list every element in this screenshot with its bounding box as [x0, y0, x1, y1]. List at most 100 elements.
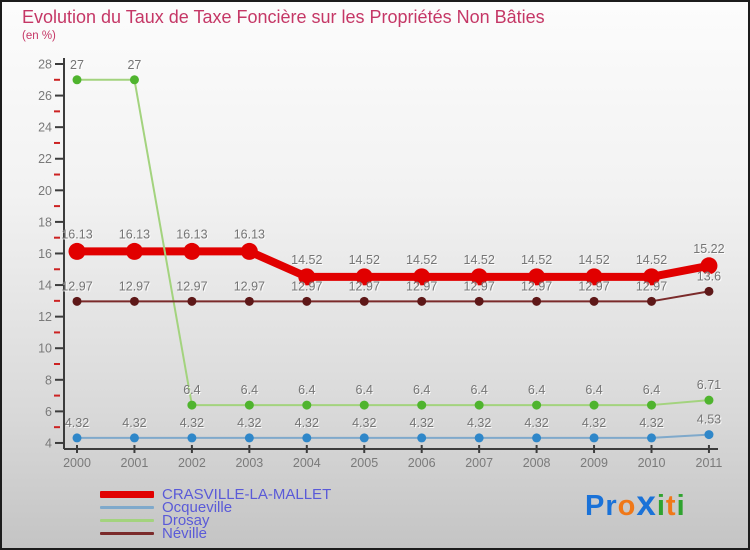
point-value-label: 14.52	[406, 253, 437, 267]
point-value-label: 6.4	[356, 383, 373, 397]
point-value-label: 16.13	[234, 227, 265, 241]
point-value-label: 12.97	[61, 279, 92, 293]
point-value-label: 12.97	[406, 279, 437, 293]
data-point	[129, 433, 139, 443]
legend-swatch	[100, 519, 154, 522]
point-value-label: 4.32	[237, 416, 261, 430]
point-value-label: 12.97	[636, 279, 667, 293]
data-point	[643, 268, 660, 286]
data-point	[68, 242, 86, 260]
data-point	[474, 296, 484, 306]
data-point	[183, 242, 201, 260]
x-tick-label: 2002	[178, 456, 206, 470]
point-value-label: 6.4	[183, 383, 200, 397]
logo-letter: i	[676, 490, 686, 522]
point-value-label: 27	[70, 58, 84, 72]
point-value-label: 12.97	[521, 279, 552, 293]
data-point	[302, 400, 312, 410]
point-value-label: 6.4	[470, 383, 487, 397]
point-value-label: 15.22	[693, 242, 724, 256]
data-point	[359, 296, 369, 306]
point-value-label: 4.53	[697, 413, 721, 427]
data-point	[589, 433, 599, 443]
y-tick-label: 4	[45, 436, 52, 450]
chart-legend: CRASVILLE-LA-MALLET Ocqueville Drosay Névil…	[100, 487, 331, 541]
x-tick-label: 2008	[523, 456, 551, 470]
data-point	[704, 286, 714, 296]
point-value-label: 14.52	[291, 253, 322, 267]
data-point	[470, 268, 488, 286]
data-point	[244, 296, 254, 306]
y-tick-label: 22	[38, 152, 52, 166]
point-value-label: 14.52	[349, 253, 380, 267]
data-point	[704, 395, 714, 405]
logo-letter: o	[617, 490, 637, 522]
legend-item-crasville-la-mallet: CRASVILLE-LA-MALLET	[100, 487, 331, 502]
data-point	[240, 242, 258, 260]
x-tick-label: 2004	[293, 456, 321, 470]
legend-label: Drosay	[162, 512, 210, 529]
data-point	[187, 400, 197, 410]
series-line-néville	[76, 290, 710, 303]
point-value-label: 16.13	[119, 227, 150, 241]
y-tick-label: 16	[38, 247, 52, 261]
data-point	[129, 75, 139, 85]
point-value-label: 14.52	[521, 253, 552, 267]
logo-letter: x	[636, 484, 657, 523]
data-point	[359, 400, 369, 410]
point-value-label: 16.13	[61, 227, 92, 241]
logo-letter: P	[585, 490, 606, 522]
y-tick-label: 12	[38, 310, 52, 324]
y-tick-label: 6	[45, 405, 52, 419]
x-tick-label: 2000	[63, 456, 91, 470]
point-value-label: 12.97	[176, 279, 207, 293]
legend-item-néville: Néville	[100, 526, 331, 541]
data-point	[532, 400, 542, 410]
data-point	[244, 433, 254, 443]
data-point	[355, 268, 373, 286]
data-point	[417, 400, 427, 410]
x-tick-label: 2001	[121, 456, 149, 470]
data-point	[647, 296, 656, 306]
y-tick-label: 14	[38, 279, 52, 293]
data-point	[187, 296, 197, 306]
point-value-label: 12.97	[291, 279, 322, 293]
y-tick-label: 18	[38, 215, 52, 229]
data-point	[647, 400, 656, 410]
data-point	[417, 296, 427, 306]
data-point	[528, 268, 546, 286]
legend-label: Ocqueville	[162, 499, 233, 516]
data-point	[359, 433, 369, 443]
data-point	[72, 75, 82, 85]
point-value-label: 4.32	[122, 416, 146, 430]
data-point	[72, 296, 82, 306]
y-tick-label: 24	[38, 121, 52, 135]
x-tick-label: 2009	[580, 456, 608, 470]
data-point	[704, 430, 714, 440]
point-value-label: 14.52	[578, 253, 609, 267]
data-point	[244, 400, 254, 410]
data-point	[585, 268, 603, 286]
point-value-label: 12.97	[349, 279, 380, 293]
data-point	[589, 400, 599, 410]
point-value-label: 14.52	[464, 253, 495, 267]
data-point	[413, 268, 431, 286]
point-value-label: 4.32	[65, 416, 89, 430]
y-tick-label: 26	[38, 89, 52, 103]
series-line-drosay	[76, 78, 710, 407]
point-value-label: 6.4	[413, 383, 430, 397]
x-tick-label: 2010	[638, 456, 666, 470]
point-value-label: 6.4	[298, 383, 315, 397]
y-tick-label: 10	[38, 342, 52, 356]
data-point	[298, 268, 316, 286]
point-value-label: 12.97	[578, 279, 609, 293]
point-value-label: 13.6	[697, 269, 721, 283]
logo-letter: i	[656, 490, 666, 522]
data-point	[589, 296, 599, 306]
point-value-label: 6.4	[643, 383, 660, 397]
point-value-label: 6.71	[697, 378, 721, 392]
data-point	[125, 242, 143, 260]
legend-item-ocqueville: Ocqueville	[100, 499, 331, 516]
